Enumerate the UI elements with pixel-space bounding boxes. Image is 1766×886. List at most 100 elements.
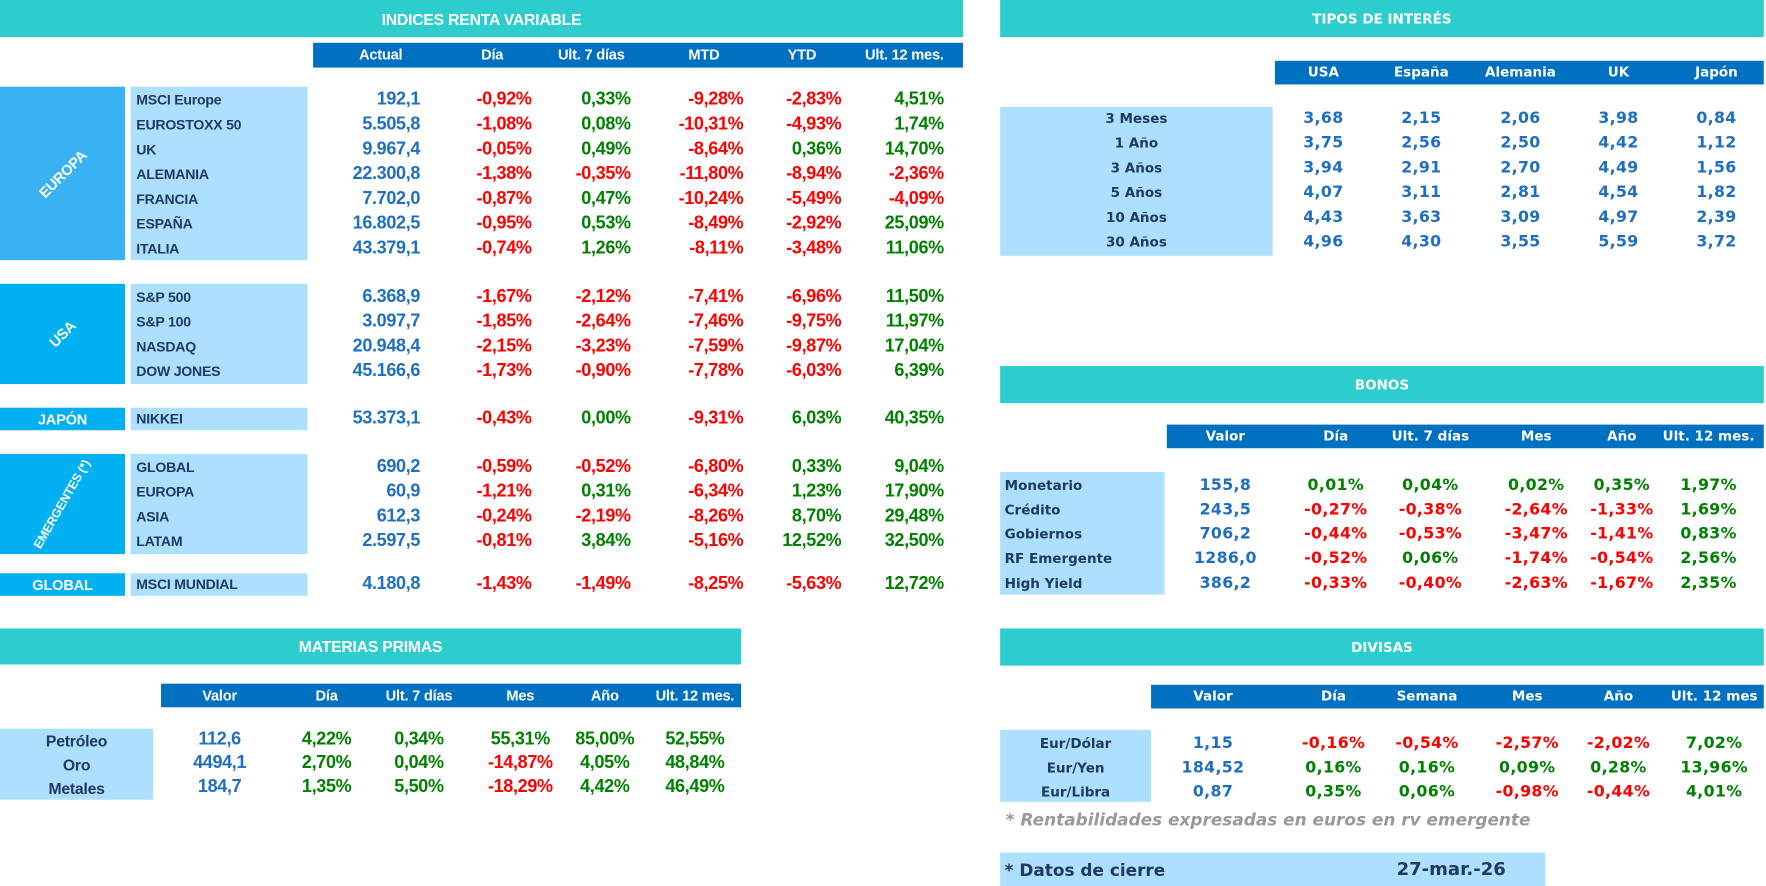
index-return: -7,78% xyxy=(688,361,744,381)
rate-value: 3,68 xyxy=(1303,109,1344,128)
index-value: 7.702,0 xyxy=(362,189,421,209)
section-title-bonos: BONOS xyxy=(1000,366,1764,404)
column-header: Alemania xyxy=(1485,64,1556,80)
column-header: Mes xyxy=(1511,688,1543,704)
column-header-bar xyxy=(1274,60,1764,85)
section-title-materias-primas: MATERIAS PRIMAS xyxy=(0,628,742,665)
index-value: 6.368,9 xyxy=(362,287,421,307)
index-return: -8,64% xyxy=(688,139,744,159)
index-return: 29,48% xyxy=(884,506,944,526)
index-return: 25,09% xyxy=(884,213,944,234)
group-label-cell: JAPÓN xyxy=(0,407,126,431)
names-cell xyxy=(1000,471,1165,595)
rate-value: 3,63 xyxy=(1401,208,1442,227)
index-name: FRANCIA xyxy=(136,191,199,208)
commodity-name: Metales xyxy=(48,779,105,798)
bond-value: -2,63% xyxy=(1504,574,1568,593)
index-return: -1,67% xyxy=(476,287,532,307)
bond-value: 706,2 xyxy=(1199,525,1252,544)
section-title-divisas: DIVISAS xyxy=(1000,628,1764,666)
index-name: EUROPA xyxy=(136,484,195,501)
rate-value: 4,30 xyxy=(1401,233,1442,252)
index-return: -2,64% xyxy=(575,311,631,332)
group-label: USA xyxy=(45,317,80,351)
bond-value: 1286,0 xyxy=(1193,549,1257,568)
fx-value: 184,52 xyxy=(1181,758,1245,777)
column-header: Ult. 12 mes. xyxy=(1662,427,1755,444)
rate-value: 2,56 xyxy=(1401,134,1442,153)
index-return: 6,03% xyxy=(791,408,842,428)
rate-value: 2,91 xyxy=(1401,158,1442,177)
commodity-return: 52,55% xyxy=(665,729,725,749)
index-return: -6,03% xyxy=(786,361,842,381)
index-return: 1,26% xyxy=(581,238,631,258)
index-return: 12,52% xyxy=(782,531,842,551)
column-header: Ult. 12 mes xyxy=(1670,688,1758,704)
index-return: 1,74% xyxy=(894,114,944,135)
index-return: -2,83% xyxy=(786,90,842,110)
index-return: -9,31% xyxy=(688,408,744,428)
bond-value: -1,67% xyxy=(1590,574,1654,593)
maturity-name: 1 Año xyxy=(1114,135,1159,151)
index-return: -5,16% xyxy=(688,531,744,551)
bond-category: RF Emergente xyxy=(1004,550,1113,567)
commodity-return: 2,70% xyxy=(301,753,352,773)
currency-pair: Eur/Libra xyxy=(1041,783,1111,800)
rate-value: 4,54 xyxy=(1598,183,1639,202)
index-return: -0,74% xyxy=(476,238,532,258)
index-return: 32,50% xyxy=(884,531,944,551)
names-cell xyxy=(1000,729,1152,802)
fx-value: 4,01% xyxy=(1685,782,1743,801)
group-label-cell: GLOBAL xyxy=(0,573,126,596)
rate-value: 4,49 xyxy=(1598,158,1639,177)
index-name: ASIA xyxy=(136,509,170,525)
index-return: 9,04% xyxy=(894,457,944,477)
currency-pair: Eur/Yen xyxy=(1046,759,1105,776)
commodity-return: 0,04% xyxy=(394,753,444,773)
index-return: -0,59% xyxy=(476,457,532,477)
fx-value: 13,96% xyxy=(1680,758,1749,777)
column-header: Ult. 12 mes. xyxy=(865,46,944,64)
commodity-value: 4494,1 xyxy=(193,753,247,773)
group-label: JAPÓN xyxy=(37,410,88,428)
rate-value: 5,59 xyxy=(1598,233,1639,252)
commodity-name: Oro xyxy=(62,755,91,774)
index-return: -0,05% xyxy=(476,139,532,159)
names-cell xyxy=(130,283,308,385)
index-return: -4,09% xyxy=(888,189,944,209)
index-name: S&P 500 xyxy=(136,289,191,306)
index-name: NIKKEI xyxy=(136,411,183,427)
column-header: Ult. 7 días xyxy=(1391,427,1470,444)
index-name: LATAM xyxy=(136,533,183,550)
bond-value: -0,44% xyxy=(1304,525,1368,544)
index-return: -2,36% xyxy=(888,164,944,184)
section-title-tipos-interes: TIPOS DE INTERÉS xyxy=(1000,0,1764,38)
bond-value: 0,02% xyxy=(1508,476,1565,495)
fx-value: -0,16% xyxy=(1301,734,1366,753)
rate-value: 3,09 xyxy=(1500,208,1541,227)
index-return: 4,51% xyxy=(894,90,944,110)
bond-value: -1,33% xyxy=(1590,500,1654,519)
index-value: 60,9 xyxy=(386,482,421,502)
index-return: -8,94% xyxy=(786,164,842,184)
index-return: -2,19% xyxy=(575,506,631,526)
index-name: MSCI Europe xyxy=(136,92,222,109)
index-return: 17,90% xyxy=(884,482,944,502)
index-return: -2,12% xyxy=(575,287,631,307)
group-label: EUROPA xyxy=(35,146,90,201)
index-return: -1,38% xyxy=(476,164,532,184)
index-return: 0,08% xyxy=(581,114,631,135)
index-return: -4,93% xyxy=(786,114,842,135)
column-header: Actual xyxy=(358,46,403,64)
bond-value: -0,54% xyxy=(1590,549,1654,568)
column-header: MTD xyxy=(688,46,720,64)
index-return: -10,24% xyxy=(678,189,744,209)
fx-value: 0,87 xyxy=(1192,782,1234,801)
bond-value: 0,04% xyxy=(1402,476,1459,495)
bond-value: 2,56% xyxy=(1680,549,1737,568)
commodity-return: -18,29% xyxy=(487,777,553,797)
index-return: 1,23% xyxy=(791,482,842,502)
index-return: 17,04% xyxy=(884,336,944,356)
bond-value: -2,64% xyxy=(1504,500,1568,519)
column-header: Año xyxy=(590,687,619,704)
